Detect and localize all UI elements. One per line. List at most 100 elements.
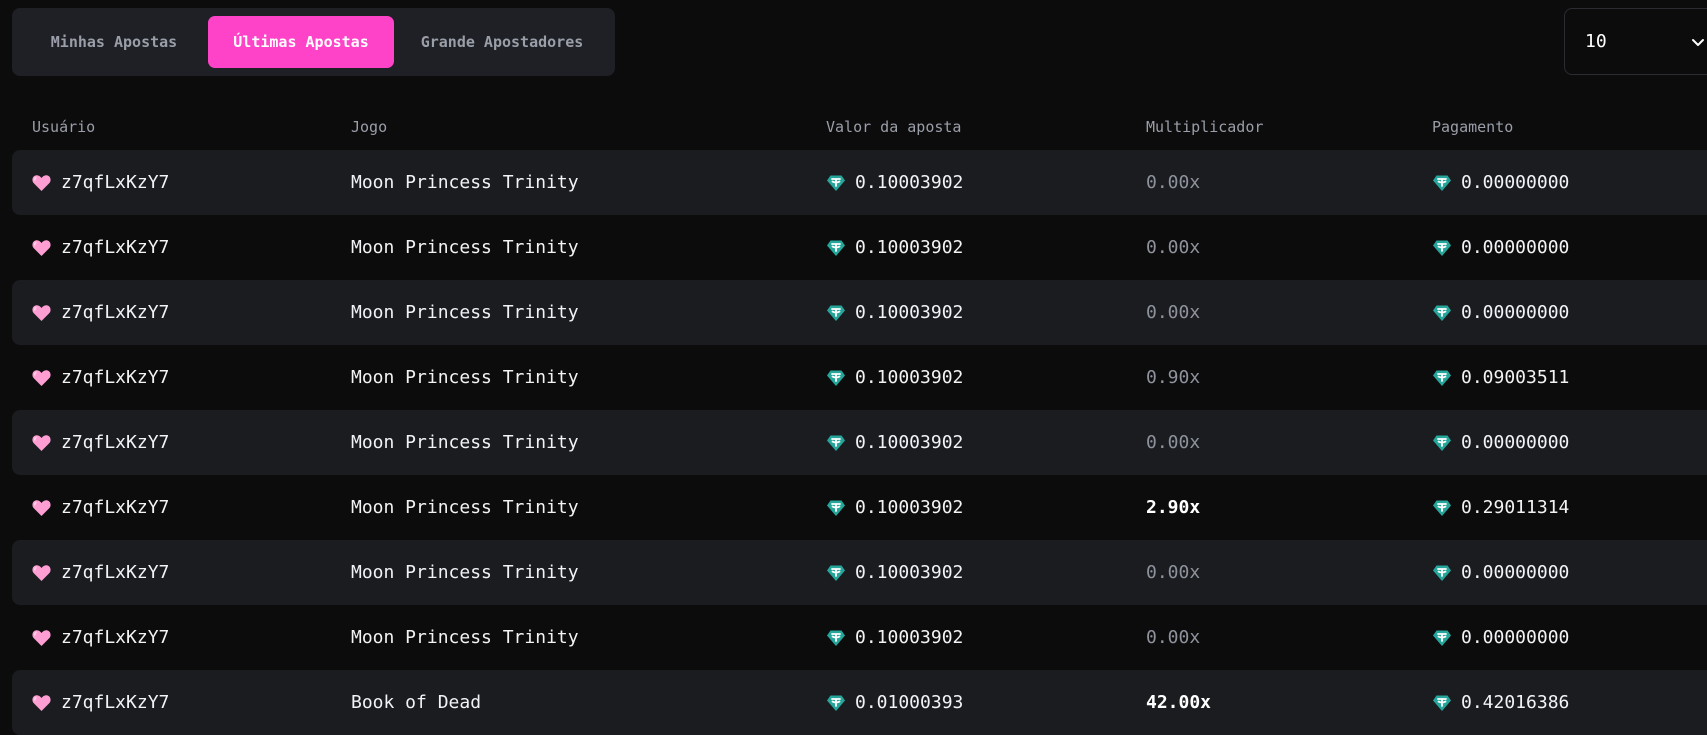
bet-amount-cell: 0.10003902 — [826, 345, 963, 410]
tab-latest-bets[interactable]: Últimas Apostas — [208, 16, 394, 68]
chevron-down-icon — [1692, 39, 1704, 46]
table-row: z7qfLxKzY7 Moon Princess Trinity 0.10003… — [12, 345, 1707, 410]
tether-coin-icon — [1433, 175, 1451, 191]
payout-amount: 0.00000000 — [1461, 237, 1570, 258]
column-header-payout: Pagamento — [1432, 118, 1514, 136]
bet-amount: 0.10003902 — [855, 367, 964, 388]
game-name[interactable]: Moon Princess Trinity — [351, 562, 579, 583]
bet-amount: 0.10003902 — [855, 172, 964, 193]
bet-amount-cell: 0.10003902 — [826, 475, 963, 540]
heart-icon — [32, 174, 51, 191]
user-cell[interactable]: z7qfLxKzY7 — [32, 150, 169, 215]
column-header-game: Jogo — [351, 118, 388, 136]
username: z7qfLxKzY7 — [61, 172, 170, 193]
payout-cell: 0.29011314 — [1432, 475, 1569, 540]
game-name[interactable]: Moon Princess Trinity — [351, 302, 579, 323]
bet-amount: 0.01000393 — [855, 692, 964, 713]
game-name[interactable]: Moon Princess Trinity — [351, 237, 579, 258]
user-cell[interactable]: z7qfLxKzY7 — [32, 345, 169, 410]
page-size-value: 10 — [1585, 31, 1607, 52]
heart-icon — [32, 369, 51, 386]
bet-amount: 0.10003902 — [855, 432, 964, 453]
user-cell[interactable]: z7qfLxKzY7 — [32, 605, 169, 670]
bet-amount-cell: 0.10003902 — [826, 150, 963, 215]
tab-high-rollers[interactable]: Grande Apostadores — [420, 33, 584, 51]
column-header-user: Usuário — [32, 118, 96, 136]
username: z7qfLxKzY7 — [61, 432, 170, 453]
bet-amount-cell: 0.10003902 — [826, 215, 963, 280]
table-row: z7qfLxKzY7 Book of Dead 0.01000393 42.00… — [12, 670, 1707, 735]
bet-amount: 0.10003902 — [855, 497, 964, 518]
tether-coin-icon — [827, 500, 845, 516]
heart-icon — [32, 564, 51, 581]
username: z7qfLxKzY7 — [61, 562, 170, 583]
multiplier: 0.00x — [1146, 627, 1201, 648]
table-row: z7qfLxKzY7 Moon Princess Trinity 0.10003… — [12, 475, 1707, 540]
tether-coin-icon — [827, 565, 845, 581]
username: z7qfLxKzY7 — [61, 367, 170, 388]
tether-coin-icon — [827, 695, 845, 711]
payout-amount: 0.29011314 — [1461, 497, 1570, 518]
tether-coin-icon — [827, 175, 845, 191]
bets-tab-bar: Minhas Apostas Últimas Apostas Grande Ap… — [12, 8, 615, 76]
bets-table-body: z7qfLxKzY7 Moon Princess Trinity 0.10003… — [12, 150, 1707, 735]
table-row: z7qfLxKzY7 Moon Princess Trinity 0.10003… — [12, 215, 1707, 280]
payout-cell: 0.00000000 — [1432, 150, 1569, 215]
game-name[interactable]: Moon Princess Trinity — [351, 432, 579, 453]
multiplier: 2.90x — [1146, 497, 1201, 518]
user-cell[interactable]: z7qfLxKzY7 — [32, 410, 169, 475]
heart-icon — [32, 304, 51, 321]
bet-amount: 0.10003902 — [855, 627, 964, 648]
payout-amount: 0.00000000 — [1461, 627, 1570, 648]
payout-cell: 0.00000000 — [1432, 605, 1569, 670]
tether-coin-icon — [1433, 305, 1451, 321]
game-name[interactable]: Moon Princess Trinity — [351, 367, 579, 388]
heart-icon — [32, 239, 51, 256]
tether-coin-icon — [1433, 435, 1451, 451]
game-name[interactable]: Book of Dead — [351, 692, 482, 713]
payout-cell: 0.00000000 — [1432, 540, 1569, 605]
table-row: z7qfLxKzY7 Moon Princess Trinity 0.10003… — [12, 150, 1707, 215]
username: z7qfLxKzY7 — [61, 627, 170, 648]
username: z7qfLxKzY7 — [61, 692, 170, 713]
tether-coin-icon — [827, 305, 845, 321]
table-header: Usuário Jogo Valor da aposta Multiplicad… — [0, 118, 1707, 138]
game-name[interactable]: Moon Princess Trinity — [351, 497, 579, 518]
user-cell[interactable]: z7qfLxKzY7 — [32, 670, 169, 735]
username: z7qfLxKzY7 — [61, 302, 170, 323]
tether-coin-icon — [827, 370, 845, 386]
bet-amount-cell: 0.10003902 — [826, 540, 963, 605]
multiplier: 0.00x — [1146, 432, 1201, 453]
game-name[interactable]: Moon Princess Trinity — [351, 627, 579, 648]
user-cell[interactable]: z7qfLxKzY7 — [32, 475, 169, 540]
tether-coin-icon — [827, 630, 845, 646]
payout-cell: 0.42016386 — [1432, 670, 1569, 735]
payout-amount: 0.00000000 — [1461, 302, 1570, 323]
bet-amount: 0.10003902 — [855, 562, 964, 583]
tether-coin-icon — [827, 240, 845, 256]
payout-cell: 0.00000000 — [1432, 280, 1569, 345]
column-header-bet: Valor da aposta — [826, 118, 962, 136]
tether-coin-icon — [1433, 240, 1451, 256]
multiplier: 42.00x — [1146, 692, 1212, 713]
table-row: z7qfLxKzY7 Moon Princess Trinity 0.10003… — [12, 280, 1707, 345]
payout-amount: 0.00000000 — [1461, 562, 1570, 583]
table-row: z7qfLxKzY7 Moon Princess Trinity 0.10003… — [12, 605, 1707, 670]
game-name[interactable]: Moon Princess Trinity — [351, 172, 579, 193]
payout-cell: 0.09003511 — [1432, 345, 1569, 410]
table-row: z7qfLxKzY7 Moon Princess Trinity 0.10003… — [12, 410, 1707, 475]
bet-amount-cell: 0.10003902 — [826, 410, 963, 475]
tether-coin-icon — [827, 435, 845, 451]
heart-icon — [32, 694, 51, 711]
tether-coin-icon — [1433, 500, 1451, 516]
user-cell[interactable]: z7qfLxKzY7 — [32, 215, 169, 280]
tether-coin-icon — [1433, 565, 1451, 581]
payout-amount: 0.00000000 — [1461, 432, 1570, 453]
tab-my-bets[interactable]: Minhas Apostas — [50, 33, 178, 51]
multiplier: 0.00x — [1146, 172, 1201, 193]
user-cell[interactable]: z7qfLxKzY7 — [32, 540, 169, 605]
page-size-select[interactable]: 10 — [1564, 8, 1707, 75]
multiplier: 0.90x — [1146, 367, 1201, 388]
user-cell[interactable]: z7qfLxKzY7 — [32, 280, 169, 345]
bet-amount: 0.10003902 — [855, 302, 964, 323]
